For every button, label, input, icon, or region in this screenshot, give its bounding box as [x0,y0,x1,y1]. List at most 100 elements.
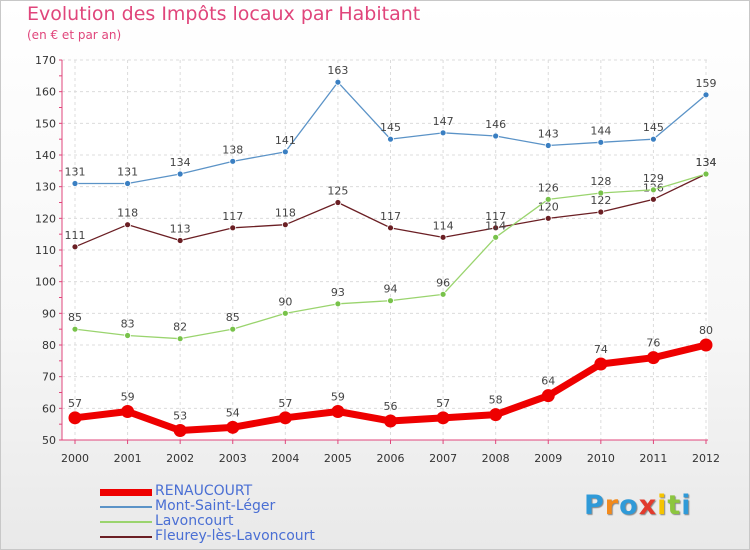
data-label-lavoncourt: 83 [121,318,135,331]
x-tick-label: 2004 [271,452,299,465]
y-tick-label: 160 [35,86,56,99]
data-point-lavoncourt [124,332,131,339]
data-label-fleurey-les-lavoncourt: 117 [380,210,401,223]
data-point-mont-saint-leger [176,170,184,178]
legend-swatch [100,521,152,523]
data-label-fleurey-les-lavoncourt: 111 [65,229,86,242]
data-point-lavoncourt [702,170,710,178]
plot-area [62,60,708,440]
data-point-lavoncourt [176,335,184,343]
data-point-mont-saint-leger [650,135,657,143]
data-label-fleurey-les-lavoncourt: 125 [327,185,348,198]
x-tick-label: 2011 [639,452,667,465]
y-tick-label: 60 [42,402,56,415]
data-point-lavoncourt [281,309,289,317]
data-label-lavoncourt: 129 [643,172,664,185]
y-tick-label: 80 [42,339,56,352]
data-point-fleurey-les-lavoncourt [281,221,289,229]
data-label-renaucourt: 59 [331,391,345,404]
data-label-mont-saint-leger: 147 [433,115,454,128]
data-label-lavoncourt: 134 [696,156,717,169]
x-tick-label: 2008 [482,452,510,465]
data-label-renaucourt: 53 [173,410,187,423]
data-point-renaucourt [226,420,240,434]
legend-label: Lavoncourt [155,513,234,529]
data-label-renaucourt: 76 [646,337,660,350]
data-label-renaucourt: 57 [436,397,450,410]
data-point-renaucourt [121,405,135,418]
data-point-lavoncourt [650,186,657,194]
logo-letter: x [638,490,658,521]
data-label-mont-saint-leger: 144 [590,124,611,137]
chart-legend: RENAUCOURT Mont-Saint-Léger Lavoncourt Fleu… [100,484,360,544]
x-tick-label: 2000 [61,452,89,465]
data-label-renaucourt: 64 [541,375,555,388]
data-label-renaucourt: 59 [121,391,135,404]
data-label-mont-saint-leger: 143 [538,128,559,141]
y-tick-label: 50 [42,434,56,447]
data-point-mont-saint-leger [281,148,289,156]
x-tick-label: 2010 [587,452,615,465]
logo-letter: P [584,490,605,521]
legend-label: Fleurey-lès-Lavoncourt [155,528,315,544]
data-label-fleurey-les-lavoncourt: 118 [275,207,296,220]
data-label-renaucourt: 74 [594,343,608,356]
y-tick-label: 110 [35,244,56,257]
data-point-lavoncourt [544,195,552,203]
data-point-renaucourt [699,338,713,352]
data-point-renaucourt [594,357,608,371]
x-tick-label: 2006 [377,452,405,465]
data-point-renaucourt [68,411,82,425]
legend-item: Lavoncourt [100,514,360,529]
data-label-fleurey-les-lavoncourt: 114 [433,219,454,232]
data-point-lavoncourt [439,290,447,298]
data-label-lavoncourt: 114 [485,219,506,232]
data-point-mont-saint-leger [229,157,237,165]
data-label-lavoncourt: 96 [436,276,450,289]
legend-item: Fleurey-lès-Lavoncourt [100,529,360,544]
proxiti-logo: Proxiti [584,490,692,521]
legend-item: RENAUCOURT [100,484,360,499]
data-point-mont-saint-leger [702,91,710,99]
data-point-fleurey-les-lavoncourt [71,243,79,251]
data-label-lavoncourt: 90 [278,295,292,308]
y-tick-label: 70 [42,371,56,384]
data-label-mont-saint-leger: 141 [275,134,296,147]
data-point-renaucourt [278,411,292,425]
data-point-mont-saint-leger [334,78,342,86]
data-point-fleurey-les-lavoncourt [597,208,605,216]
data-point-fleurey-les-lavoncourt [334,199,342,206]
data-label-lavoncourt: 94 [384,283,398,296]
data-label-lavoncourt: 82 [173,321,187,334]
data-label-renaucourt: 54 [226,406,240,419]
data-label-fleurey-les-lavoncourt: 117 [222,210,243,223]
data-label-renaucourt: 80 [699,324,713,337]
legend-swatch [100,488,152,496]
data-point-lavoncourt [597,189,605,197]
data-label-mont-saint-leger: 131 [117,166,138,179]
x-tick-label: 2005 [324,452,352,465]
legend-item: Mont-Saint-Léger [100,499,360,514]
data-label-mont-saint-leger: 131 [65,166,86,179]
data-point-fleurey-les-lavoncourt [387,224,394,232]
data-point-renaucourt [331,405,345,418]
data-label-renaucourt: 58 [489,394,503,407]
legend-label: RENAUCOURT [155,483,253,499]
data-label-mont-saint-leger: 145 [380,121,401,134]
data-label-lavoncourt: 126 [538,181,559,194]
data-point-mont-saint-leger [439,129,447,137]
y-tick-label: 170 [35,54,56,67]
data-point-mont-saint-leger [71,180,79,187]
data-point-lavoncourt [492,233,500,241]
data-point-fleurey-les-lavoncourt [492,224,500,232]
data-point-renaucourt [489,408,503,422]
data-point-fleurey-les-lavoncourt [439,233,447,241]
data-label-lavoncourt: 128 [590,175,611,188]
data-point-fleurey-les-lavoncourt [176,237,184,244]
data-label-fleurey-les-lavoncourt: 122 [590,194,611,207]
y-tick-label: 140 [35,149,56,162]
legend-swatch [100,506,152,508]
y-tick-label: 100 [35,276,56,289]
data-label-mont-saint-leger: 163 [327,64,348,77]
x-tick-label: 2002 [166,452,194,465]
